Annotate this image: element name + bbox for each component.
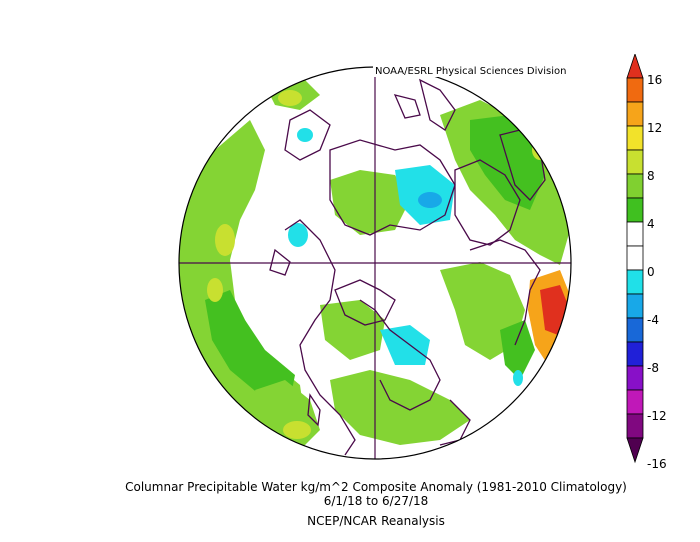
colorbar-segment xyxy=(626,413,644,439)
colorbar-segment xyxy=(626,317,644,343)
colorbar-segment xyxy=(626,341,644,367)
colorbar-segment xyxy=(626,269,644,295)
colorbar-segment xyxy=(626,389,644,415)
colorbar-tick-4: 4 xyxy=(647,217,655,231)
colorbar-segment xyxy=(626,77,644,103)
date-range: 6/1/18 to 6/27/18 xyxy=(323,494,429,508)
colorbar xyxy=(626,54,644,464)
anomaly-patch-blue-russia xyxy=(418,192,442,208)
anomaly-patch-yellow-4 xyxy=(278,90,302,106)
colorbar-segment xyxy=(626,173,644,199)
anomaly-patch-cyan-canada xyxy=(380,325,430,365)
colorbar-cap-top xyxy=(626,54,644,79)
colorbar-tick-16: 16 xyxy=(647,73,663,87)
coastlines xyxy=(269,78,546,456)
anomaly-patch-gulf xyxy=(330,370,470,445)
colorbar-tick-0: 0 xyxy=(647,265,655,279)
anomaly-patch-yellow-2 xyxy=(283,421,311,439)
anomaly-patch-siberia xyxy=(330,170,410,235)
colorbar-segment xyxy=(626,101,644,127)
anomaly-patch-cyan-atlantic xyxy=(513,370,523,386)
anomaly-patch-pacific-west xyxy=(179,120,305,440)
colorbar-segment xyxy=(626,221,644,247)
anomaly-patch-cyan-alaska xyxy=(288,223,308,247)
data-source: NCEP/NCAR Reanalysis xyxy=(307,514,445,528)
colorbar-tick-12: 12 xyxy=(647,121,663,135)
credit-label: NOAA/ESRL Physical Sciences Division xyxy=(373,66,569,77)
colorbar-segment xyxy=(626,293,644,319)
colorbar-tick-neg16: -16 xyxy=(647,457,667,471)
colorbar-segment xyxy=(626,149,644,175)
anomaly-patch-canada xyxy=(320,300,385,360)
colorbar-tick-neg12: -12 xyxy=(647,409,667,423)
colorbar-cap-bottom xyxy=(626,437,644,464)
anomaly-patch-pacific-band xyxy=(205,290,295,400)
anomaly-patch-yellow-1 xyxy=(215,224,235,256)
map-title: Columnar Precipitable Water kg/m^2 Compo… xyxy=(125,480,627,494)
anomaly-patch-cyan-arctic xyxy=(297,128,313,142)
anomaly-patch-atlantic-east xyxy=(500,320,535,380)
colorbar-tick-neg4: -4 xyxy=(647,313,659,327)
colorbar-segment xyxy=(626,125,644,151)
colorbar-tick-neg8: -8 xyxy=(647,361,659,375)
colorbar-segment xyxy=(626,245,644,271)
anomaly-patch-red xyxy=(540,285,568,335)
colorbar-segment xyxy=(626,197,644,223)
colorbar-tick-8: 8 xyxy=(647,169,655,183)
colorbar-segment xyxy=(626,365,644,391)
anomaly-patch-yellow-3 xyxy=(207,278,223,302)
